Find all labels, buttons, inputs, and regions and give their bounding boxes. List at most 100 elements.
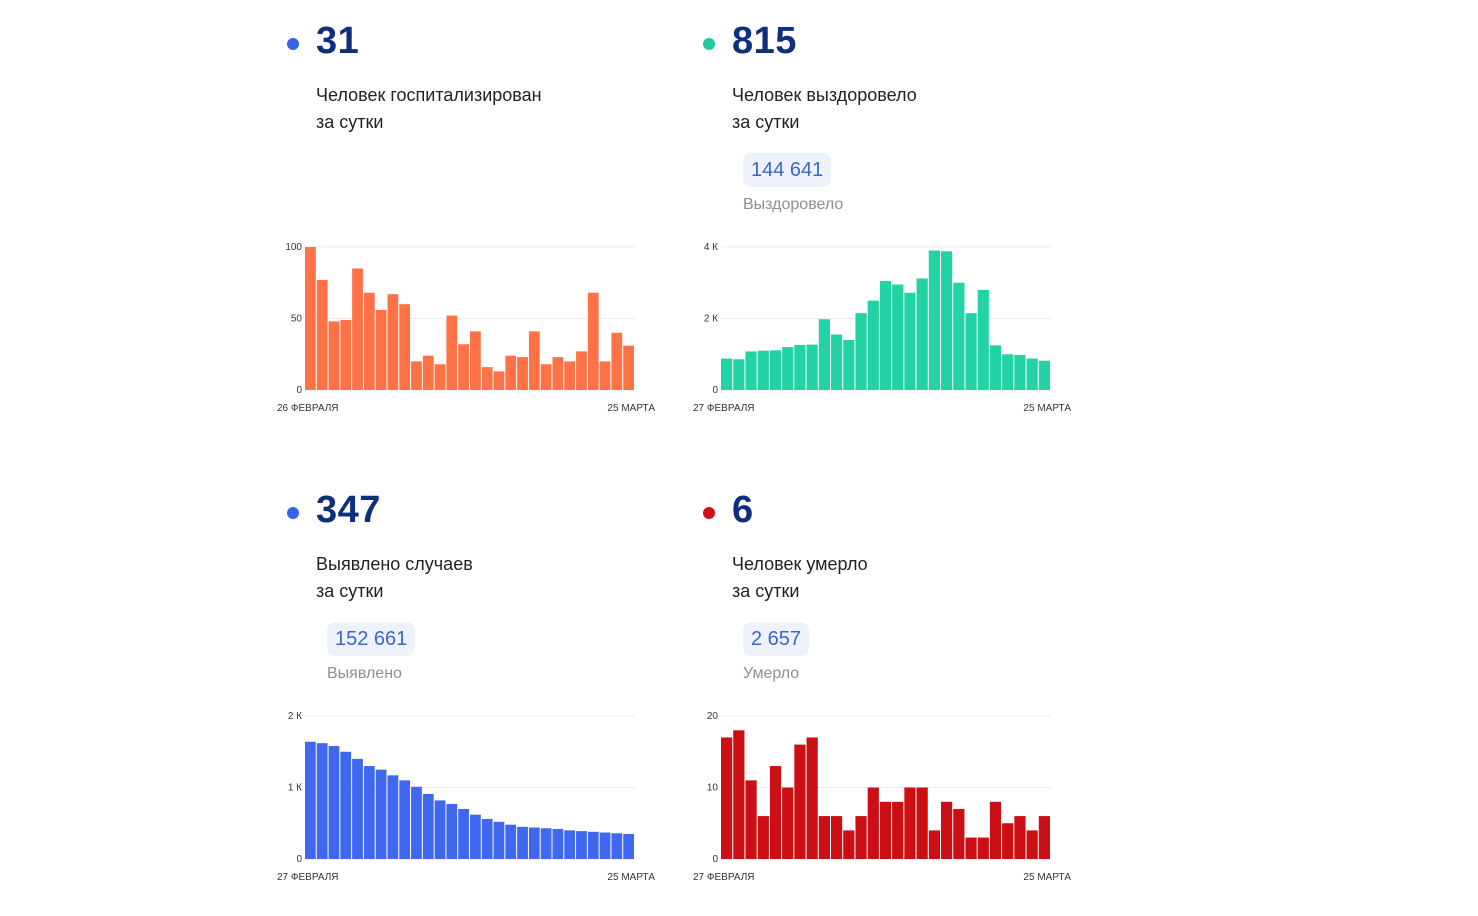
- y-tick-label: 2 К: [288, 711, 302, 722]
- bar: [928, 250, 940, 390]
- bar: [892, 801, 904, 859]
- deaths-chart: 0 10 20 27 ФЕВРАЛЯ 25 МАРТА: [693, 711, 1071, 883]
- bar: [564, 361, 576, 390]
- bar: [916, 787, 928, 859]
- x-start-label: 26 ФЕВРАЛЯ: [277, 403, 339, 414]
- y-tick-label: 0: [296, 854, 302, 865]
- bar: [867, 787, 879, 859]
- bar: [422, 355, 434, 390]
- desc-line1: Человек госпитализирован: [316, 85, 542, 105]
- bar: [941, 801, 953, 859]
- desc-line1: Человек умерло: [732, 554, 868, 574]
- bar: [517, 357, 528, 390]
- y-tick-label: 0: [296, 385, 302, 396]
- bar: [782, 347, 794, 390]
- desc-line1: Человек выздоровело: [732, 85, 917, 105]
- cases-total-label: Выявлено: [327, 665, 402, 682]
- bar: [818, 816, 830, 859]
- bar: [1014, 816, 1026, 859]
- y-tick-label: 1 К: [288, 783, 302, 794]
- bar: [794, 344, 806, 390]
- recovered-description: Человек выздоровело за сутки: [732, 82, 1112, 136]
- hospitalized-value: 31: [316, 20, 360, 62]
- hospitalized-description: Человек госпитализирован за сутки: [316, 82, 696, 136]
- bar: [316, 279, 328, 390]
- bar: [953, 282, 965, 390]
- deaths-total-label: Умерло: [743, 665, 800, 682]
- bar: [470, 814, 481, 859]
- card-deaths: 6 Человек умерло за сутки 2 657 Умерло 0…: [693, 475, 1123, 915]
- bar: [721, 737, 733, 859]
- bar: [831, 816, 843, 859]
- bar: [352, 268, 363, 390]
- bar: [411, 361, 422, 390]
- bar: [552, 828, 564, 859]
- bar: [340, 751, 352, 859]
- bar: [1002, 354, 1014, 390]
- bar: [458, 344, 469, 390]
- deaths-total: 2 657: [743, 622, 810, 656]
- dot-deaths: [703, 507, 715, 519]
- bar: [375, 769, 387, 859]
- x-end-label: 25 МАРТА: [1023, 872, 1071, 883]
- bar: [782, 787, 794, 859]
- bar: [587, 292, 599, 390]
- bar: [953, 808, 965, 859]
- bar: [879, 280, 892, 390]
- deaths-value: 6: [732, 489, 754, 531]
- bar: [904, 292, 916, 390]
- bar: [843, 830, 855, 859]
- bar: [757, 350, 769, 390]
- y-tick-label: 10: [707, 783, 719, 794]
- recovered-total-label: Выздоровело: [743, 196, 844, 213]
- bar: [505, 355, 517, 390]
- x-start-label: 27 ФЕВРАЛЯ: [693, 403, 755, 414]
- y-tick-label: 0: [712, 854, 718, 865]
- bar: [757, 816, 769, 859]
- bar: [989, 801, 1002, 859]
- cases-description: Выявлено случаев за сутки: [316, 551, 696, 605]
- bar: [855, 816, 867, 859]
- y-tick-label: 2 К: [704, 314, 718, 325]
- bar: [977, 837, 989, 859]
- y-tick-label: 20: [707, 711, 719, 722]
- y-tick-label: 50: [291, 314, 303, 325]
- bar: [363, 292, 375, 390]
- bar: [305, 247, 316, 390]
- bar: [745, 780, 757, 859]
- desc-line2: за сутки: [316, 581, 384, 601]
- bar: [387, 775, 399, 859]
- bar: [399, 304, 411, 390]
- bar: [989, 345, 1002, 390]
- bar: [818, 319, 830, 390]
- bar: [528, 827, 540, 859]
- bar: [352, 758, 363, 859]
- recovered-value: 815: [732, 20, 797, 62]
- x-start-label: 27 ФЕВРАЛЯ: [277, 872, 339, 883]
- bar: [540, 828, 552, 859]
- bar: [446, 803, 458, 859]
- bar: [928, 830, 940, 859]
- bar: [1026, 830, 1038, 859]
- bar: [941, 251, 953, 390]
- x-end-label: 25 МАРТА: [607, 872, 655, 883]
- bar: [916, 278, 928, 390]
- bar: [965, 837, 977, 859]
- bar: [564, 830, 576, 859]
- bar: [721, 358, 733, 390]
- bar: [328, 746, 340, 859]
- bar: [399, 780, 411, 859]
- bar: [422, 793, 434, 859]
- bar: [733, 730, 745, 859]
- desc-line1: Выявлено случаев: [316, 554, 473, 574]
- bar: [587, 831, 599, 859]
- card-recovered: 815 Человек выздоровело за сутки 144 641…: [693, 6, 1123, 446]
- bar: [540, 364, 552, 390]
- card-hospitalized: 31 Человек госпитализирован за сутки 0 50…: [277, 6, 707, 446]
- x-start-label: 27 ФЕВРАЛЯ: [693, 872, 755, 883]
- deaths-description: Человек умерло за сутки: [732, 551, 1112, 605]
- bar: [493, 371, 505, 390]
- bar: [745, 351, 757, 390]
- bar: [363, 766, 375, 859]
- desc-line2: за сутки: [316, 112, 384, 132]
